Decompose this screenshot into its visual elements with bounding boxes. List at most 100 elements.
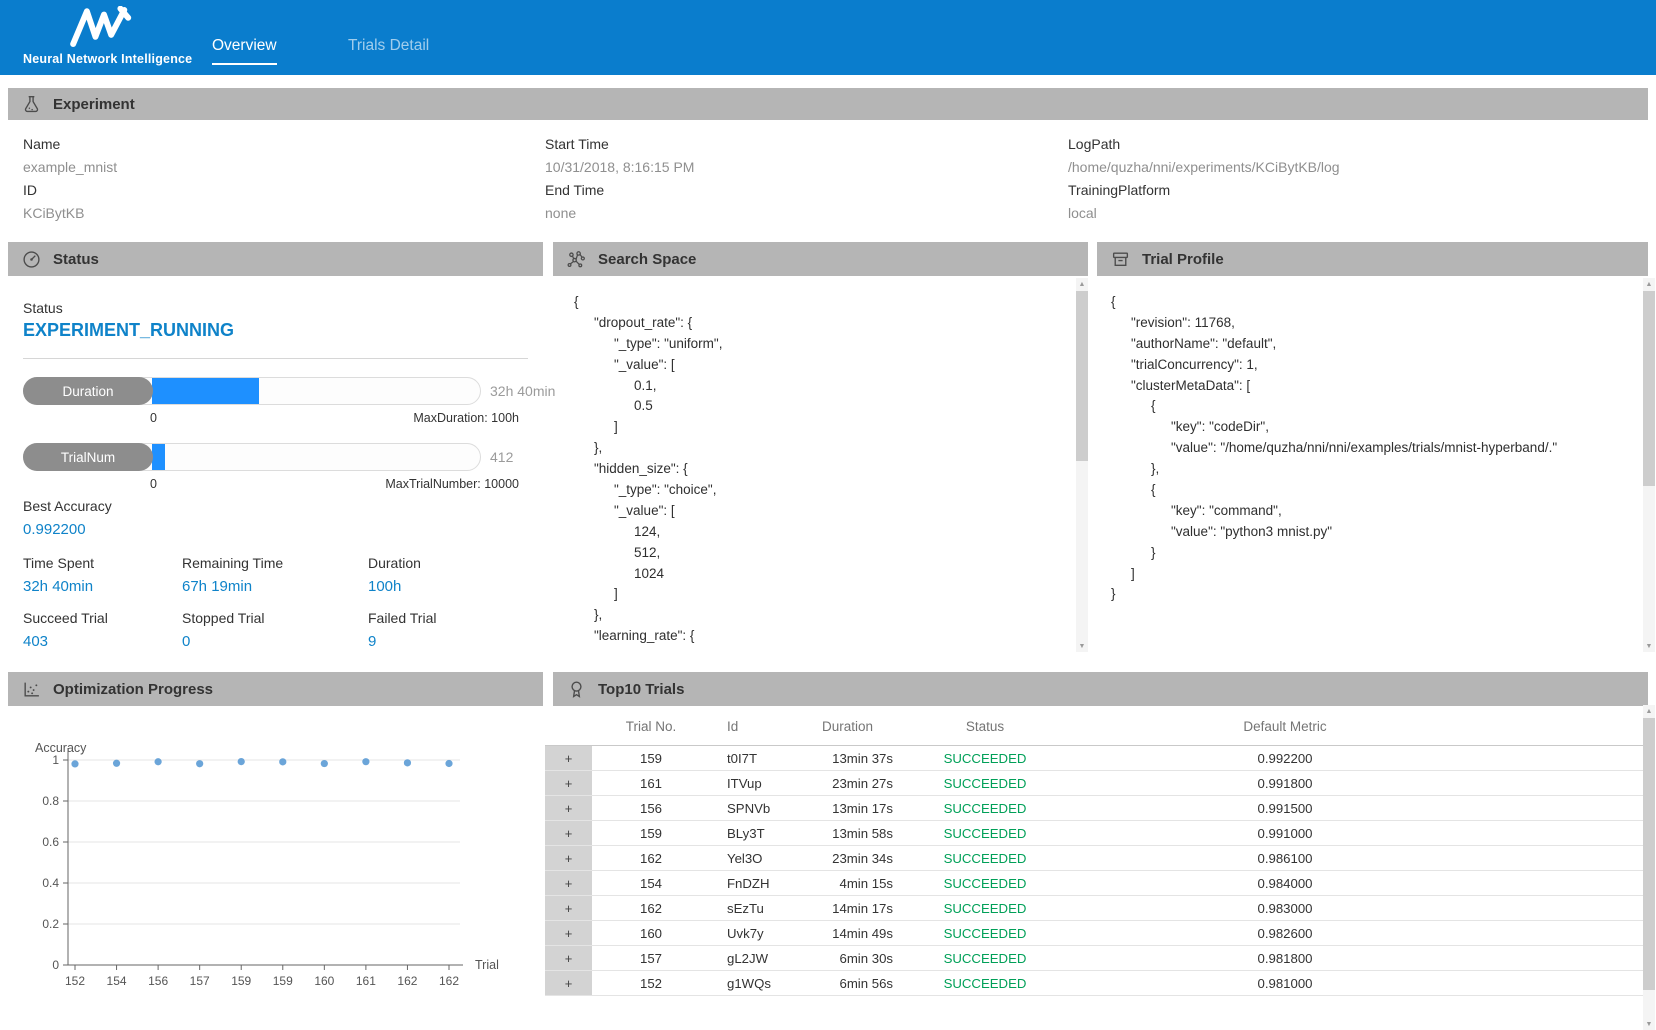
scroll-up-arrow-icon[interactable]: ▲ bbox=[1078, 280, 1086, 288]
cell-status: SUCCEEDED bbox=[943, 875, 1027, 891]
scatter-plot-icon bbox=[22, 680, 41, 699]
cell-trial-no: 154 bbox=[639, 875, 662, 891]
json-line: "learning_rate": { bbox=[594, 628, 695, 644]
x-tick-label: 152 bbox=[65, 974, 85, 988]
experiment-field: ID KCiBytKB bbox=[23, 182, 545, 228]
experiment-section-title: Experiment bbox=[53, 95, 135, 113]
stat-label: Stopped Trial bbox=[182, 610, 265, 626]
cell-id: t0I7T bbox=[727, 750, 758, 766]
table-row: +159 BLy3T 13min 58s SUCCEEDED 0.991000 bbox=[545, 821, 1648, 846]
scroll-up-arrow-icon[interactable]: ▲ bbox=[1645, 707, 1653, 715]
expand-row-button[interactable]: + bbox=[545, 921, 592, 945]
expand-row-button[interactable]: + bbox=[545, 746, 592, 770]
cell-default-metric: 0.991000 bbox=[1257, 825, 1313, 841]
expand-row-button[interactable]: + bbox=[545, 821, 592, 845]
data-point bbox=[71, 760, 79, 768]
cell-trial-no: 161 bbox=[639, 775, 662, 791]
expand-row-button[interactable]: + bbox=[545, 946, 592, 970]
expand-cell: + bbox=[545, 846, 592, 870]
field-label: Start Time bbox=[545, 136, 609, 152]
progress-label-pill: Duration bbox=[23, 377, 153, 405]
progress-value: 412 bbox=[490, 449, 514, 465]
experiment-field: Start Time 10/31/2018, 8:16:15 PM bbox=[545, 136, 1068, 182]
table-row: +162 sEzTu 14min 17s SUCCEEDED 0.983000 bbox=[545, 896, 1648, 921]
expand-cell: + bbox=[545, 746, 592, 770]
scrollbar-thumb[interactable] bbox=[1643, 718, 1655, 990]
trial-profile-section-title: Trial Profile bbox=[1142, 250, 1224, 268]
progress-bar-trialnum: TrialNum 412 bbox=[23, 443, 513, 471]
field-label: ID bbox=[23, 182, 37, 198]
cell-trial-no: 159 bbox=[639, 750, 662, 766]
x-tick-label: 154 bbox=[107, 974, 127, 988]
expand-cell: + bbox=[545, 921, 592, 945]
json-line: { bbox=[1151, 398, 1156, 414]
cell-default-metric: 0.986100 bbox=[1257, 850, 1313, 866]
expand-row-button[interactable]: + bbox=[545, 771, 592, 795]
stat-value: 403 bbox=[23, 633, 49, 650]
x-tick-label: 159 bbox=[273, 974, 293, 988]
cell-default-metric: 0.984000 bbox=[1257, 875, 1313, 891]
json-line: } bbox=[1111, 586, 1116, 602]
search-space-scrollbar[interactable]: ▲ ▼ bbox=[1076, 278, 1088, 652]
stat-cell: Succeed Trial 403 bbox=[23, 611, 182, 666]
cell-status: SUCCEEDED bbox=[943, 775, 1027, 791]
stat-label: Time Spent bbox=[23, 555, 95, 571]
stat-cell: Duration 100h bbox=[368, 556, 538, 611]
scroll-down-arrow-icon[interactable]: ▼ bbox=[1645, 1020, 1653, 1028]
y-axis-title: Accuracy bbox=[35, 741, 87, 755]
data-point bbox=[279, 758, 287, 766]
cell-duration: 13min 58s bbox=[832, 825, 893, 841]
status-section-title: Status bbox=[53, 250, 99, 268]
cell-id: sEzTu bbox=[727, 900, 764, 916]
stat-value: 100h bbox=[368, 578, 402, 595]
cell-status: SUCCEEDED bbox=[943, 950, 1027, 966]
expand-row-button[interactable]: + bbox=[545, 796, 592, 820]
experiment-field: End Time none bbox=[545, 182, 1068, 228]
optimization-chart: Accuracy 0 0.2 0.4 0.6 0.8 1 152 154 156 157 159 159… bbox=[35, 741, 499, 988]
cell-trial-no: 156 bbox=[639, 800, 662, 816]
field-label: TrainingPlatform bbox=[1068, 182, 1171, 198]
expand-row-button[interactable]: + bbox=[545, 871, 592, 895]
json-line: "value": "python3 mnist.py" bbox=[1171, 523, 1332, 539]
cell-id: Yel3O bbox=[727, 850, 763, 866]
bottom-right-scrollbar[interactable]: ▲ ▼ bbox=[1643, 705, 1655, 1030]
cell-trial-no: 162 bbox=[639, 900, 662, 916]
status-divider bbox=[23, 358, 528, 359]
tab-trials-detail[interactable]: Trials Detail bbox=[348, 37, 430, 54]
scroll-down-arrow-icon[interactable]: ▼ bbox=[1645, 642, 1653, 650]
scrollbar-thumb[interactable] bbox=[1076, 291, 1088, 461]
expand-row-button[interactable]: + bbox=[545, 846, 592, 870]
json-line: "hidden_size": { bbox=[594, 461, 688, 477]
scroll-down-arrow-icon[interactable]: ▼ bbox=[1078, 642, 1086, 650]
expand-row-button[interactable]: + bbox=[545, 896, 592, 920]
column-header: Trial No. bbox=[625, 719, 677, 734]
expand-row-button[interactable]: + bbox=[545, 971, 592, 995]
trial-profile-scrollbar[interactable]: ▲ ▼ bbox=[1643, 278, 1655, 652]
json-line: 0.1, bbox=[634, 377, 657, 393]
cell-status: SUCCEEDED bbox=[943, 750, 1027, 766]
scroll-up-arrow-icon[interactable]: ▲ bbox=[1645, 280, 1653, 288]
expand-cell: + bbox=[545, 946, 592, 970]
column-header: Default Metric bbox=[1243, 719, 1327, 734]
cell-status: SUCCEEDED bbox=[943, 800, 1027, 816]
progress-fill bbox=[152, 378, 260, 404]
progress-min: 0 bbox=[150, 411, 157, 425]
stat-cell: Remaining Time 67h 19min bbox=[182, 556, 368, 611]
status-value: EXPERIMENT_RUNNING bbox=[23, 320, 235, 340]
field-value: /home/quzha/nni/experiments/KCiBytKB/log bbox=[1068, 159, 1340, 175]
tab-overview[interactable]: Overview bbox=[212, 37, 277, 65]
scrollbar-thumb[interactable] bbox=[1643, 291, 1655, 486]
field-value: none bbox=[545, 205, 577, 221]
experiment-field: TrainingPlatform local bbox=[1068, 182, 1340, 228]
json-line: { bbox=[1111, 294, 1116, 309]
json-line: }, bbox=[594, 607, 603, 623]
progress-minmax: 0 MaxTrialNumber: 10000 bbox=[150, 477, 519, 491]
json-line: } bbox=[1151, 544, 1156, 560]
experiment-field: Name example_mnist bbox=[23, 136, 545, 182]
stat-label: Failed Trial bbox=[368, 610, 437, 626]
cell-status: SUCCEEDED bbox=[943, 925, 1027, 941]
cell-default-metric: 0.983000 bbox=[1257, 900, 1313, 916]
best-accuracy-value: 0.992200 bbox=[23, 521, 86, 538]
field-value: local bbox=[1068, 205, 1097, 221]
cell-trial-no: 162 bbox=[639, 850, 662, 866]
